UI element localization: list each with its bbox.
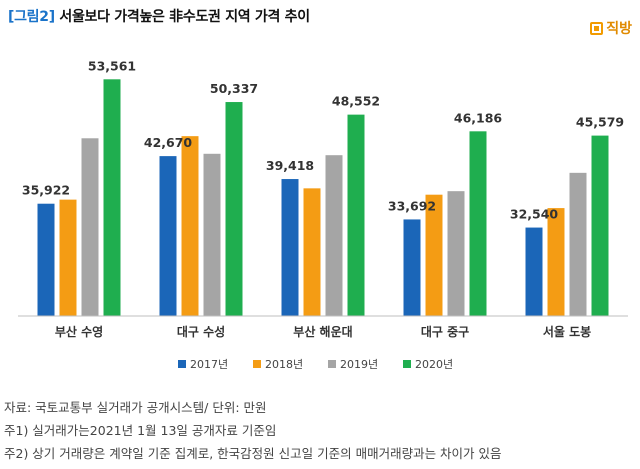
bar-2-1 — [159, 156, 177, 316]
title-text: 서울보다 가격높은 非수도권 지역 가격 추이 — [59, 9, 310, 25]
bar-chart: 부산 수영 대구 수성 부산 해운대 대구 중구 서울 도봉 35,922 53,561 42… — [18, 58, 628, 371]
bar-2-4 — [225, 102, 243, 317]
bar-5-2 — [547, 208, 565, 316]
x-tick-label: 부산 수영 — [55, 324, 103, 339]
data-label: 46,186 — [454, 110, 503, 125]
bar-1-1 — [37, 203, 55, 316]
data-label: 39,418 — [266, 158, 314, 173]
data-label: 35,922 — [22, 183, 70, 198]
bar-4-1 — [403, 219, 421, 316]
x-tick-label: 대구 중구 — [421, 325, 469, 339]
bar-5-3 — [569, 172, 587, 316]
data-label: 32,540 — [510, 207, 559, 222]
zigbang-logo-icon — [590, 21, 604, 35]
source-note: 자료: 국토교통부 실거래가 공개시스템/ 단위: 만원 — [4, 400, 267, 415]
legend-label: 2020년 — [415, 358, 453, 371]
data-label: 50,337 — [210, 81, 258, 96]
data-label: 33,692 — [388, 198, 436, 213]
bar-1-2 — [59, 199, 77, 316]
data-label: 48,552 — [332, 94, 380, 109]
bar-5-4 — [591, 135, 609, 316]
x-tick-label: 부산 해운대 — [293, 324, 352, 339]
legend-swatch — [403, 360, 411, 368]
bar-4-3 — [447, 191, 465, 316]
note-2: 주2) 상기 거래량은 계약일 기준 집계로, 한국감정원 신고일 기준의 매매… — [4, 446, 502, 461]
brand: 직방 — [590, 18, 632, 38]
legend-label: 2017년 — [190, 358, 228, 371]
chart-title: [그림2] 서울보다 가격높은 非수도권 지역 가격 추이 — [8, 6, 310, 26]
bar-4-4 — [469, 131, 487, 316]
legend-label: 2019년 — [340, 358, 378, 371]
bar-3-2 — [303, 188, 321, 316]
bar-2-3 — [203, 153, 221, 316]
data-label: 42,670 — [144, 135, 193, 150]
bar-5-1 — [525, 227, 543, 316]
bar-3-4 — [347, 114, 365, 316]
bar-2-2 — [181, 136, 199, 316]
bar-4-2 — [425, 194, 443, 316]
note-1: 주1) 실거래가는2021년 1월 13일 공개자료 기준임 — [4, 423, 277, 438]
figure-tag: [그림2] — [8, 9, 55, 25]
legend-swatch — [253, 360, 261, 368]
bar-3-3 — [325, 155, 343, 316]
bar-1-4 — [103, 79, 121, 316]
legend-swatch — [328, 360, 336, 368]
legend-label: 2018년 — [265, 358, 303, 371]
x-tick-label: 대구 수성 — [177, 325, 225, 339]
bar-1-3 — [81, 138, 99, 316]
data-label: 53,561 — [88, 58, 136, 73]
x-tick-label: 서울 도봉 — [543, 324, 591, 339]
footnotes: 자료: 국토교통부 실거래가 공개시스템/ 단위: 만원 주1) 실거래가는20… — [4, 396, 502, 465]
brand-name: 직방 — [606, 21, 632, 37]
legend-swatch — [178, 360, 186, 368]
data-label: 45,579 — [576, 115, 624, 130]
bar-3-1 — [281, 179, 299, 316]
